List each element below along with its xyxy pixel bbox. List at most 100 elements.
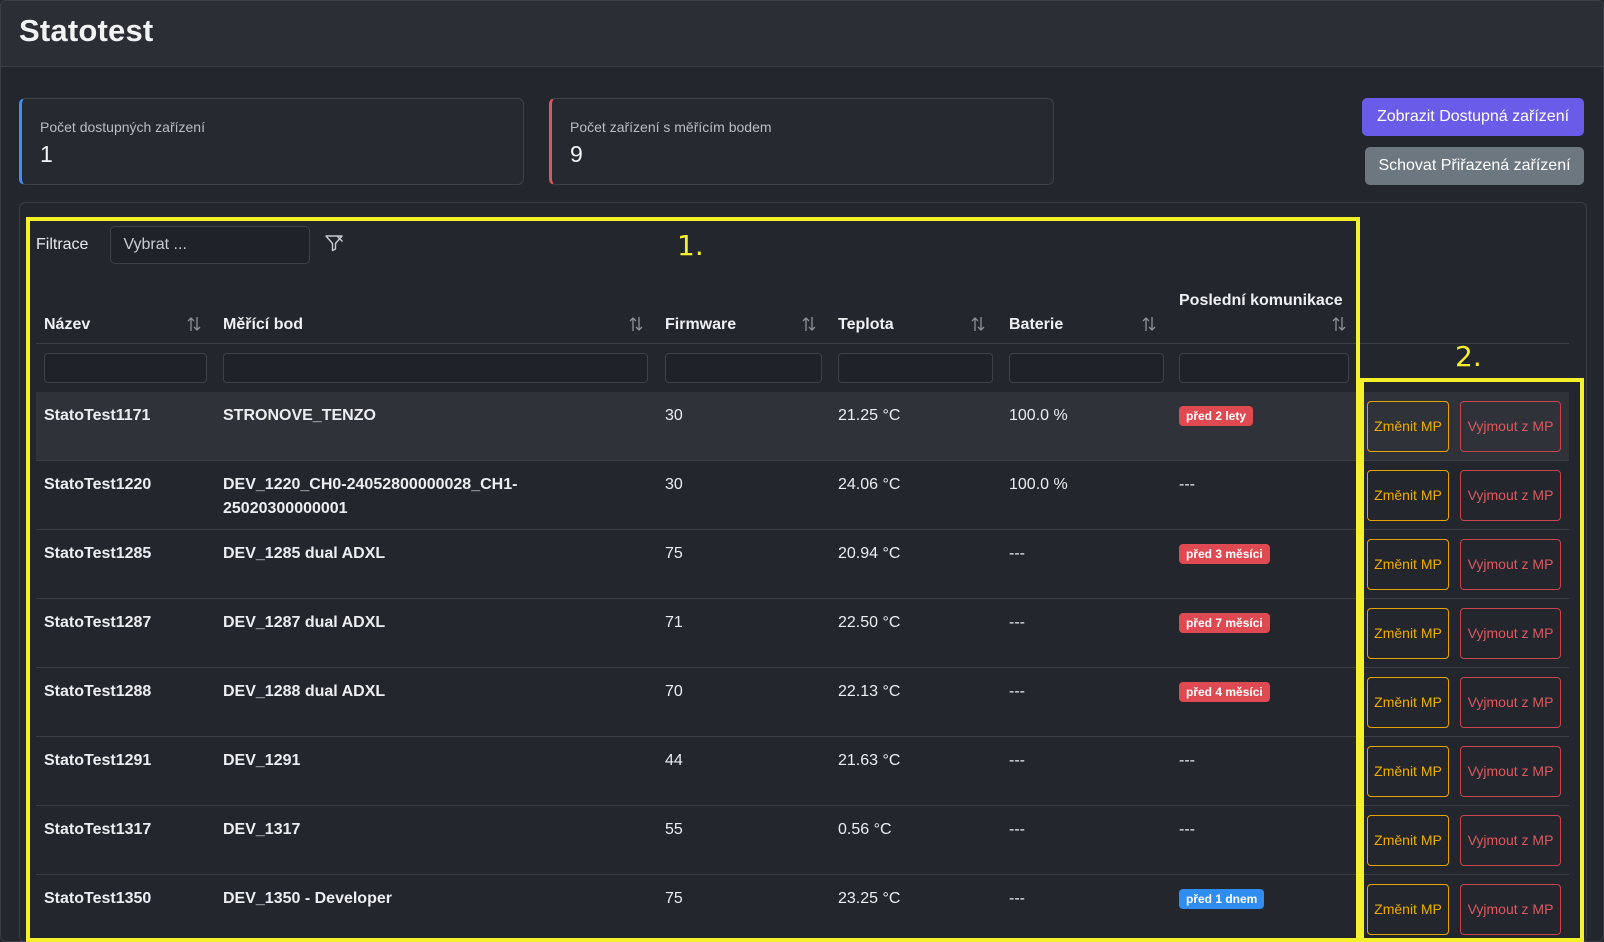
cell-point: DEV_1288 dual ADXL bbox=[223, 683, 386, 700]
show-available-button[interactable]: Zobrazit Dostupná zařízení bbox=[1362, 98, 1584, 136]
column-filter-input[interactable] bbox=[1179, 353, 1349, 383]
table-row: StatoTest1220 DEV_1220_CH0-24052800000028… bbox=[36, 461, 1569, 530]
cell-temp: 0.56 °C bbox=[838, 821, 892, 838]
cell-battery: --- bbox=[1009, 545, 1025, 562]
cell-point: DEV_1317 bbox=[223, 821, 301, 838]
sort-icon[interactable] bbox=[801, 315, 817, 333]
table-row: StatoTest1288 DEV_1288 dual ADXL 70 22.13 °… bbox=[36, 668, 1569, 737]
last-communication-badge: před 4 měsíci bbox=[1179, 682, 1270, 702]
column-filter-input[interactable] bbox=[838, 353, 993, 383]
cell-last: --- bbox=[1179, 476, 1195, 493]
cell-name: StatoTest1288 bbox=[44, 683, 152, 700]
change-mp-button[interactable]: Změnit MP bbox=[1367, 884, 1449, 935]
page-title: Statotest bbox=[19, 13, 154, 48]
cell-battery: --- bbox=[1009, 821, 1025, 838]
cell-firmware: 75 bbox=[665, 890, 683, 907]
cell-point: STRONOVE_TENZO bbox=[223, 407, 376, 424]
last-communication-badge: před 3 měsíci bbox=[1179, 544, 1270, 564]
change-mp-button[interactable]: Změnit MP bbox=[1367, 815, 1449, 866]
cell-firmware: 30 bbox=[665, 476, 683, 493]
cell-name: StatoTest1287 bbox=[44, 614, 152, 631]
column-header[interactable]: Teplota bbox=[838, 316, 894, 333]
header-divider bbox=[36, 343, 1569, 344]
change-mp-button[interactable]: Změnit MP bbox=[1367, 608, 1449, 659]
cell-last: --- bbox=[1179, 821, 1195, 838]
cell-battery: --- bbox=[1009, 683, 1025, 700]
column-header[interactable]: Poslední komunikace bbox=[1179, 292, 1343, 309]
table-row: StatoTest1285 DEV_1285 dual ADXL 75 20.94 °… bbox=[36, 530, 1569, 599]
remove-mp-button[interactable]: Vyjmout z MP bbox=[1460, 470, 1561, 521]
column-header[interactable]: Baterie bbox=[1009, 316, 1064, 333]
column-filter-input[interactable] bbox=[1009, 353, 1164, 383]
cell-last: --- bbox=[1179, 752, 1195, 769]
stat-label: Počet zařízení s měřícím bodem bbox=[570, 119, 772, 135]
cell-point: DEV_1287 dual ADXL bbox=[223, 614, 386, 631]
cell-name: StatoTest1350 bbox=[44, 890, 152, 907]
table-row: StatoTest1287 DEV_1287 dual ADXL 71 22.50 °… bbox=[36, 599, 1569, 668]
devices-panel bbox=[19, 202, 1587, 942]
cell-temp: 22.13 °C bbox=[838, 683, 901, 700]
sort-icon[interactable] bbox=[186, 315, 202, 333]
column-header[interactable]: Měřící bod bbox=[223, 316, 304, 333]
last-communication-badge: před 7 měsíci bbox=[1179, 613, 1270, 633]
cell-firmware: 70 bbox=[665, 683, 683, 700]
filter-select[interactable] bbox=[110, 226, 311, 264]
cell-firmware: 75 bbox=[665, 545, 683, 562]
cell-temp: 24.06 °C bbox=[838, 476, 901, 493]
table-row: StatoTest1317 DEV_1317 55 0.56 °C --- --- Změn… bbox=[36, 806, 1569, 875]
remove-mp-button[interactable]: Vyjmout z MP bbox=[1460, 539, 1561, 590]
cell-firmware: 55 bbox=[665, 821, 683, 838]
annotation-marker-1: 1. bbox=[677, 229, 704, 262]
cell-point: DEV_1285 dual ADXL bbox=[223, 545, 386, 562]
cell-temp: 21.63 °C bbox=[838, 752, 901, 769]
remove-mp-button[interactable]: Vyjmout z MP bbox=[1460, 677, 1561, 728]
filter-label: Filtrace bbox=[36, 236, 89, 253]
table-row: StatoTest1291 DEV_1291 44 21.63 °C --- --- Změ… bbox=[36, 737, 1569, 806]
cell-temp: 22.50 °C bbox=[838, 614, 901, 631]
cell-point: DEV_1350 - Developer bbox=[223, 890, 392, 907]
sort-icon[interactable] bbox=[1331, 315, 1347, 333]
cell-battery: --- bbox=[1009, 752, 1025, 769]
cell-name: StatoTest1220 bbox=[44, 476, 152, 493]
change-mp-button[interactable]: Změnit MP bbox=[1367, 746, 1449, 797]
remove-mp-button[interactable]: Vyjmout z MP bbox=[1460, 608, 1561, 659]
column-filter-input[interactable] bbox=[223, 353, 648, 383]
change-mp-button[interactable]: Změnit MP bbox=[1367, 539, 1449, 590]
cell-battery: 100.0 % bbox=[1009, 476, 1068, 493]
last-communication-badge: před 2 lety bbox=[1179, 406, 1254, 426]
remove-mp-button[interactable]: Vyjmout z MP bbox=[1460, 401, 1561, 452]
change-mp-button[interactable]: Změnit MP bbox=[1367, 470, 1449, 521]
cell-temp: 20.94 °C bbox=[838, 545, 901, 562]
column-header[interactable]: Firmware bbox=[665, 316, 737, 333]
cell-battery: --- bbox=[1009, 614, 1025, 631]
filter-icon[interactable] bbox=[324, 233, 344, 253]
app-header: Statotest bbox=[1, 1, 1603, 67]
cell-battery: --- bbox=[1009, 890, 1025, 907]
remove-mp-button[interactable]: Vyjmout z MP bbox=[1460, 815, 1561, 866]
cell-name: StatoTest1317 bbox=[44, 821, 152, 838]
stat-value: 9 bbox=[570, 141, 583, 167]
last-communication-badge: před 1 dnem bbox=[1179, 889, 1265, 909]
column-header[interactable]: Název bbox=[44, 316, 91, 333]
stat-value: 1 bbox=[40, 141, 53, 167]
sort-icon[interactable] bbox=[1141, 315, 1157, 333]
stat-label: Počet dostupných zařízení bbox=[40, 119, 205, 135]
cell-firmware: 30 bbox=[665, 407, 683, 424]
sort-icon[interactable] bbox=[628, 315, 644, 333]
cell-temp: 23.25 °C bbox=[838, 890, 901, 907]
table-row: StatoTest1171 STRONOVE_TENZO 30 21.25 °C 100… bbox=[36, 392, 1569, 461]
annotation-marker-2: 2. bbox=[1455, 340, 1482, 373]
hide-assigned-button[interactable]: Schovat Přiřazená zařízení bbox=[1365, 147, 1584, 185]
remove-mp-button[interactable]: Vyjmout z MP bbox=[1460, 746, 1561, 797]
cell-name: StatoTest1285 bbox=[44, 545, 152, 562]
change-mp-button[interactable]: Změnit MP bbox=[1367, 677, 1449, 728]
cell-name: StatoTest1291 bbox=[44, 752, 152, 769]
column-filter-input[interactable] bbox=[665, 353, 822, 383]
remove-mp-button[interactable]: Vyjmout z MP bbox=[1460, 884, 1561, 935]
cell-temp: 21.25 °C bbox=[838, 407, 901, 424]
change-mp-button[interactable]: Změnit MP bbox=[1367, 401, 1449, 452]
column-filter-input[interactable] bbox=[44, 353, 207, 383]
filter-bar: Filtrace bbox=[36, 226, 344, 264]
sort-icon[interactable] bbox=[970, 315, 986, 333]
